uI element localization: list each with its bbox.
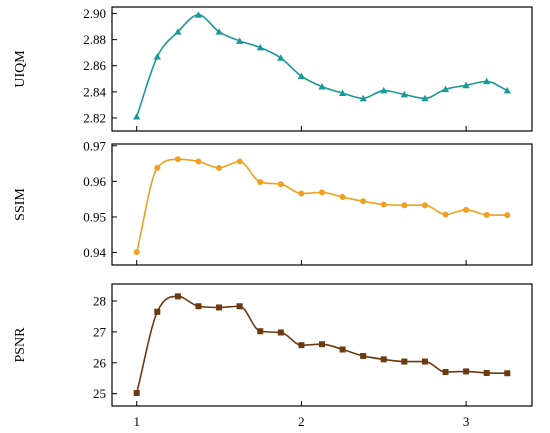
psnr-data-point <box>236 303 243 310</box>
uiqm-data-point <box>133 113 141 120</box>
uiqm-data-point <box>483 77 491 85</box>
uiqm-y-tick-label: 2.82 <box>83 110 106 125</box>
uiqm-plot-frame <box>111 6 533 132</box>
psnr-data-point <box>463 368 470 375</box>
uiqm-data-point <box>297 72 306 80</box>
ssim-y-tick-label: 0.94 <box>83 245 106 260</box>
ssim-data-point <box>298 190 305 197</box>
psnr-data-point <box>360 352 367 359</box>
uiqm-data-point <box>359 94 367 102</box>
uiqm-series-line <box>135 14 508 117</box>
ssim-data-point <box>216 164 223 171</box>
psnr-data-point <box>174 293 181 300</box>
psnr-data-point <box>195 303 202 310</box>
panel-uiqm: 2.82 2.84 2.86 2.88 2.90 UIQM <box>13 6 533 132</box>
ssim-data-point <box>380 201 387 208</box>
ssim-data-point <box>174 156 181 163</box>
uiqm-data-point <box>503 86 511 94</box>
uiqm-y-tick-label: 2.84 <box>83 84 106 99</box>
psnr-data-point <box>133 390 140 397</box>
ssim-series-line <box>135 158 508 253</box>
ssim-data-point <box>401 202 408 209</box>
uiqm-data-point <box>236 37 244 44</box>
uiqm-data-point <box>153 53 161 60</box>
ssim-plot-frame <box>111 143 533 266</box>
uiqm-data-point <box>338 89 347 97</box>
uiqm-data-point <box>215 28 223 35</box>
psnr-data-point <box>216 304 223 311</box>
psnr-x-tick-label: 3 <box>463 414 470 429</box>
ssim-y-tick-label: 0.96 <box>83 174 106 189</box>
psnr-data-point <box>442 369 449 376</box>
psnr-data-point <box>257 328 264 335</box>
ssim-data-point <box>277 181 284 188</box>
uiqm-y-tick-label: 2.90 <box>83 6 106 21</box>
uiqm-data-point <box>400 90 408 98</box>
uiqm-data-point <box>256 43 264 51</box>
ssim-data-point <box>195 158 202 165</box>
uiqm-data-point <box>174 28 182 35</box>
ssim-data-point <box>319 189 325 196</box>
ssim-data-point <box>236 158 243 165</box>
uiqm-data-point <box>277 54 285 61</box>
ssim-y-tick-label: 0.97 <box>83 138 106 153</box>
psnr-x-tick-label: 1 <box>133 414 140 429</box>
uiqm-data-point <box>318 83 326 90</box>
psnr-data-point <box>319 341 325 348</box>
ssim-data-point <box>421 202 428 209</box>
psnr-data-point <box>380 356 387 363</box>
ssim-data-point <box>154 164 161 171</box>
psnr-data-point <box>483 369 490 376</box>
panel-ssim: 0.94 0.95 0.96 0.97 SSIM <box>13 138 533 266</box>
ssim-data-point <box>504 212 511 219</box>
psnr-data-point <box>277 329 284 336</box>
psnr-plot-frame <box>111 283 533 407</box>
psnr-data-point <box>504 370 511 377</box>
ssim-data-point <box>463 206 470 213</box>
uiqm-data-point <box>462 81 470 89</box>
psnr-data-point <box>154 308 161 315</box>
psnr-y-tick-label: 25 <box>93 386 106 401</box>
uiqm-data-point <box>421 94 429 102</box>
psnr-y-tick-label: 27 <box>93 324 107 339</box>
ssim-data-point <box>360 198 367 205</box>
ssim-data-point <box>339 194 346 201</box>
psnr-y-tick-label: 28 <box>93 293 106 308</box>
uiqm-data-point <box>380 86 388 94</box>
psnr-x-tick-label: 2 <box>298 414 305 429</box>
uiqm-data-point <box>194 11 203 18</box>
ssim-data-point <box>133 249 140 256</box>
psnr-y-tick-label: 26 <box>93 355 107 370</box>
psnr-data-point <box>401 358 408 365</box>
ssim-data-point <box>483 211 490 218</box>
ssim-y-axis-label: SSIM <box>13 188 28 221</box>
psnr-data-point <box>298 342 305 349</box>
uiqm-y-tick-label: 2.86 <box>83 58 106 73</box>
uiqm-y-tick-label: 2.88 <box>83 32 106 47</box>
psnr-data-point <box>421 358 428 365</box>
uiqm-y-axis-label: UIQM <box>13 50 28 88</box>
psnr-y-axis-label: PSNR <box>13 327 28 363</box>
uiqm-data-point <box>441 85 450 93</box>
ssim-y-tick-label: 0.95 <box>83 209 106 224</box>
ssim-data-point <box>442 211 449 218</box>
psnr-data-point <box>339 346 346 353</box>
panel-psnr: 25 26 27 28 1 2 3 PSNR <box>13 283 533 429</box>
ssim-data-point <box>257 179 264 186</box>
